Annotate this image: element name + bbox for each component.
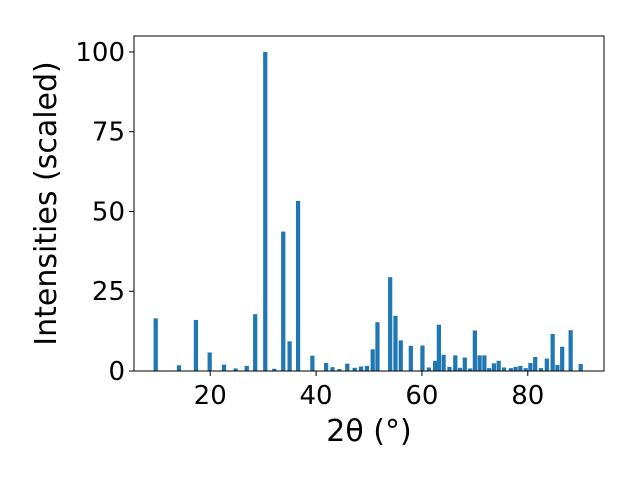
bar bbox=[393, 315, 398, 371]
bar bbox=[358, 366, 364, 371]
bar bbox=[426, 367, 431, 371]
bar bbox=[513, 366, 518, 371]
bar bbox=[487, 368, 492, 371]
y-tick-label: 75 bbox=[92, 118, 125, 148]
x-tick-label: 60 bbox=[405, 381, 438, 411]
bar bbox=[550, 333, 555, 371]
bar bbox=[310, 355, 315, 371]
bar bbox=[207, 352, 212, 371]
bar bbox=[555, 364, 560, 371]
bar bbox=[352, 367, 357, 371]
bar bbox=[462, 357, 467, 371]
bar bbox=[477, 355, 482, 371]
bar bbox=[544, 358, 549, 371]
bar bbox=[324, 363, 329, 371]
bar bbox=[375, 322, 380, 371]
bar bbox=[501, 367, 507, 371]
bar bbox=[398, 340, 403, 371]
bar bbox=[472, 330, 477, 371]
bar bbox=[176, 365, 182, 371]
y-tick-label: 50 bbox=[92, 197, 125, 227]
plot-frame bbox=[133, 35, 605, 372]
bar bbox=[295, 200, 301, 371]
y-tick-label: 100 bbox=[75, 38, 125, 68]
bar bbox=[281, 231, 286, 371]
bar bbox=[408, 345, 413, 371]
bar bbox=[441, 354, 446, 371]
bar bbox=[533, 356, 538, 371]
bar bbox=[345, 363, 350, 371]
bar bbox=[457, 367, 463, 371]
y-tick-label: 0 bbox=[108, 357, 125, 387]
bar bbox=[496, 360, 501, 371]
x-tick-label: 20 bbox=[194, 381, 227, 411]
bar bbox=[568, 330, 573, 371]
bar bbox=[330, 367, 335, 371]
y-tick-label: 25 bbox=[92, 277, 125, 307]
bar bbox=[560, 346, 565, 371]
x-axis-label: 2θ (°) bbox=[326, 414, 411, 449]
bar bbox=[153, 318, 158, 371]
bars bbox=[153, 51, 583, 371]
x-axis-ticks: 20 40 60 80 bbox=[194, 371, 544, 411]
bar bbox=[453, 355, 458, 371]
bar bbox=[447, 366, 452, 371]
bar bbox=[272, 368, 277, 371]
x-tick-label: 80 bbox=[511, 381, 544, 411]
bar bbox=[433, 360, 438, 371]
bar bbox=[263, 51, 268, 371]
bar bbox=[523, 368, 528, 371]
bar bbox=[491, 363, 497, 371]
bar bbox=[337, 369, 342, 371]
bar bbox=[287, 341, 292, 371]
y-axis-ticks: 0 25 50 75 100 bbox=[75, 38, 134, 387]
bar bbox=[253, 314, 258, 371]
bar bbox=[364, 365, 369, 371]
bar bbox=[467, 368, 473, 371]
bar bbox=[193, 319, 199, 371]
bar bbox=[221, 364, 227, 371]
bar bbox=[578, 363, 583, 371]
bar bbox=[370, 349, 375, 371]
bar bbox=[233, 368, 238, 371]
x-tick-label: 40 bbox=[300, 381, 333, 411]
bar bbox=[436, 324, 441, 371]
bar bbox=[388, 277, 393, 371]
y-axis-label: Intensities (scaled) bbox=[29, 61, 64, 346]
bar bbox=[244, 365, 249, 371]
bar bbox=[518, 365, 523, 371]
bar bbox=[508, 368, 513, 371]
bar bbox=[528, 363, 533, 371]
bar bbox=[482, 355, 487, 371]
bar bbox=[420, 345, 425, 371]
bar bbox=[538, 368, 544, 371]
